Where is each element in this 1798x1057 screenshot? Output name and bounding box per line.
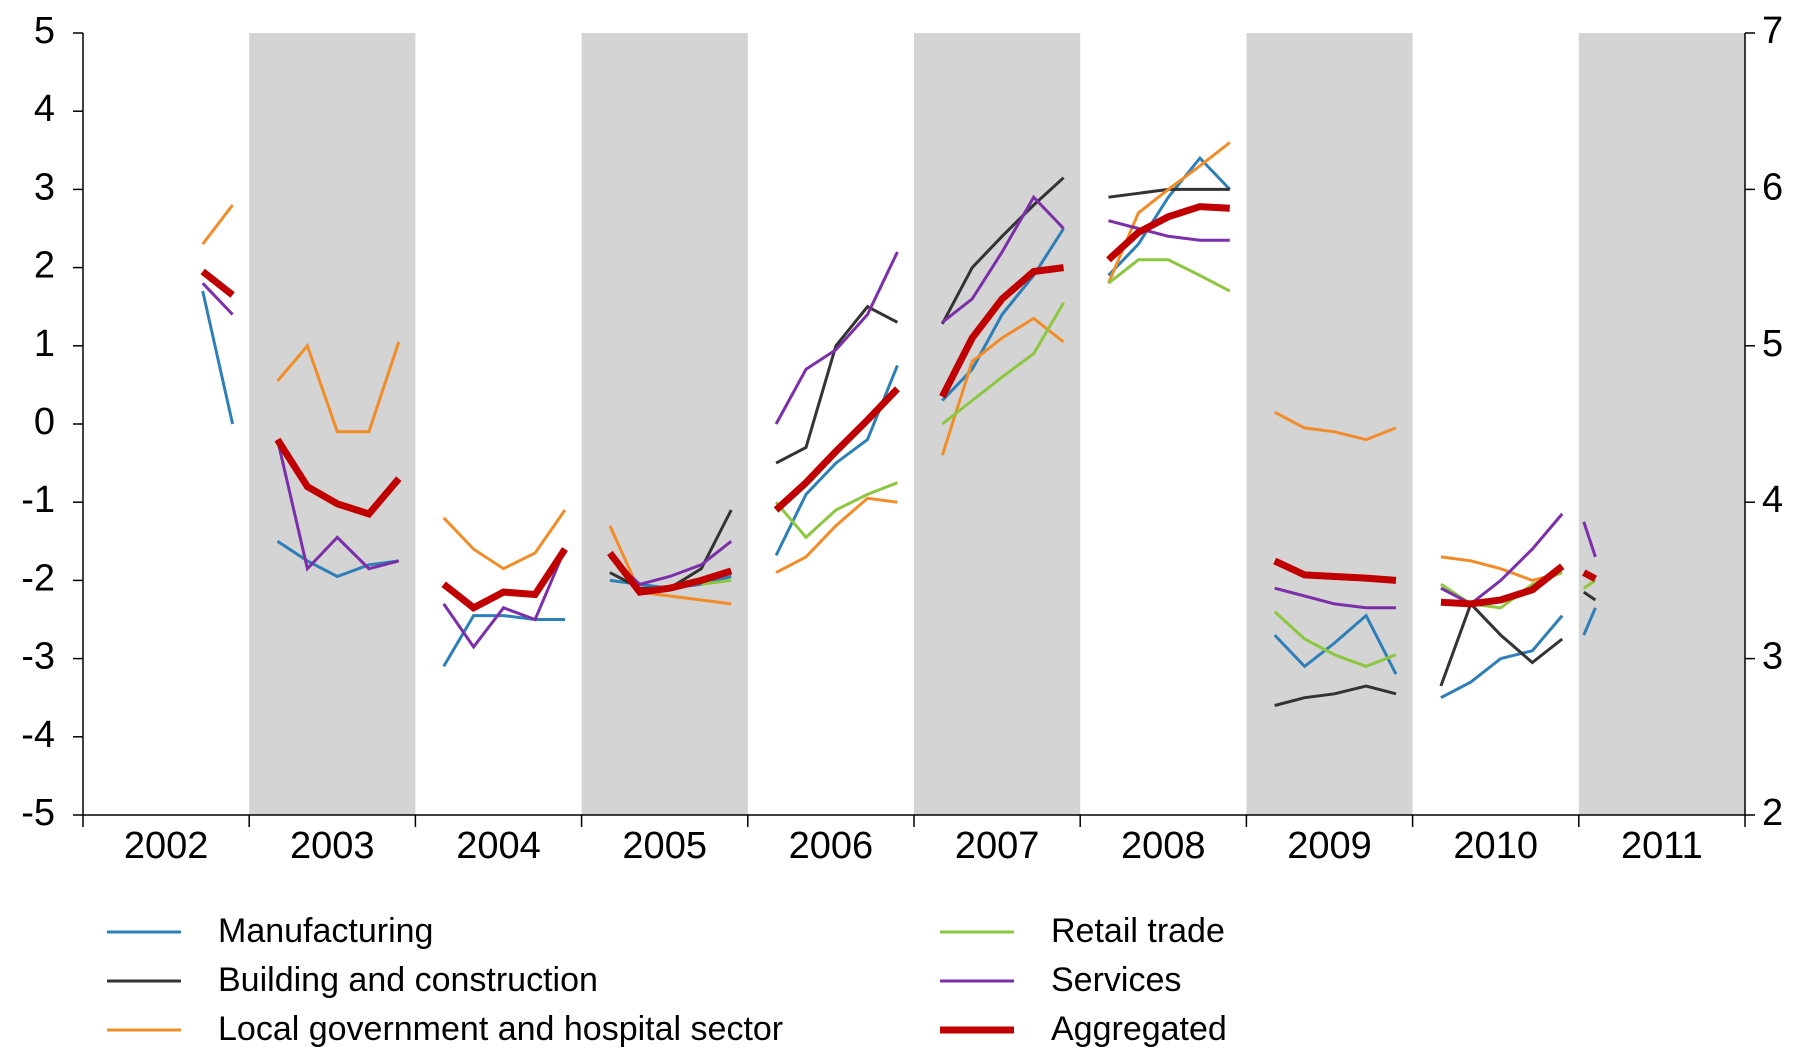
shaded-band bbox=[1246, 33, 1413, 815]
series-line bbox=[201, 194, 1597, 650]
x-tick-label: 2010 bbox=[1453, 825, 1538, 867]
x-tick-label: 2007 bbox=[955, 825, 1040, 867]
x-tick-label: 2008 bbox=[1121, 825, 1206, 867]
y-tick-label: 3 bbox=[34, 166, 55, 208]
y-tick-label: -4 bbox=[21, 714, 55, 756]
y-tick-label: 2 bbox=[34, 245, 55, 287]
series-line bbox=[701, 258, 1597, 669]
shaded-band bbox=[581, 33, 748, 815]
y-tick-label: 4 bbox=[34, 88, 55, 130]
legend-label: Aggregated bbox=[1051, 1010, 1227, 1048]
legend-label: Services bbox=[1051, 961, 1181, 999]
y-tick-label: -1 bbox=[21, 479, 55, 521]
y2-tick-label: 3 bbox=[1762, 636, 1783, 678]
y-tick-label: -2 bbox=[21, 557, 55, 599]
legend-label: Manufacturing bbox=[218, 912, 433, 950]
y-tick-label: -5 bbox=[21, 792, 55, 834]
legend-label: Building and construction bbox=[218, 961, 598, 999]
x-tick-label: 2006 bbox=[789, 825, 874, 867]
x-tick-label: 2011 bbox=[1621, 825, 1703, 867]
shaded-band bbox=[249, 33, 416, 815]
x-tick-label: 2002 bbox=[124, 825, 209, 867]
y-tick-label: -3 bbox=[21, 636, 55, 678]
shaded-band bbox=[1578, 33, 1745, 815]
x-tick-label: 2005 bbox=[622, 825, 707, 867]
x-tick-label: 2003 bbox=[290, 825, 375, 867]
y2-tick-label: 4 bbox=[1762, 479, 1783, 521]
shaded-band bbox=[914, 33, 1081, 815]
legend-label: Retail trade bbox=[1051, 912, 1225, 950]
y2-tick-label: 5 bbox=[1762, 323, 1783, 365]
series-line bbox=[609, 176, 1597, 707]
y-tick-label: 5 bbox=[34, 10, 55, 52]
series-line bbox=[200, 203, 1598, 612]
y2-tick-label: 2 bbox=[1762, 792, 1783, 834]
y-tick-label: 1 bbox=[34, 323, 55, 365]
x-tick-label: 2004 bbox=[456, 825, 541, 867]
x-tick-label: 2009 bbox=[1287, 825, 1372, 867]
series-line bbox=[201, 141, 1563, 606]
y2-tick-label: 7 bbox=[1762, 10, 1783, 52]
y-tick-label: 0 bbox=[34, 401, 55, 443]
y2-tick-label: 6 bbox=[1762, 166, 1783, 208]
legend-label: Local government and hospital sector bbox=[218, 1010, 783, 1048]
